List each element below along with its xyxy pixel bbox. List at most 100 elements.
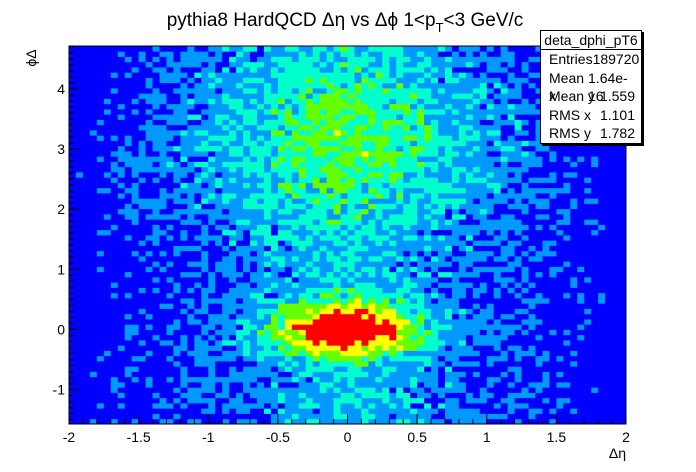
heatmap-cell [486,418,495,425]
heatmap-cell [110,329,119,336]
heatmap-cell [431,350,439,357]
heatmap-cell [326,324,334,330]
heatmap-cell [173,124,181,131]
heatmap-cell [486,235,495,241]
heatmap-cell [472,355,481,362]
heatmap-cell [319,177,328,183]
heatmap-cell [75,109,84,115]
heatmap-cell [166,324,174,330]
heatmap-cell [361,350,369,357]
heatmap-cell [187,287,195,294]
heatmap-cell [291,392,300,399]
heatmap-cell [507,313,515,320]
heatmap-cell [236,350,244,357]
heatmap-cell [458,376,467,383]
heatmap-cell [124,303,133,309]
heatmap-cell [535,119,543,126]
heatmap-cell [222,345,230,351]
heatmap-cell [542,392,550,399]
heatmap-cell [354,198,362,204]
heatmap-cell [368,250,376,257]
heatmap-cell [396,198,404,204]
heatmap-cell [291,250,300,257]
heatmap-cell [500,308,509,315]
heatmap-cell [124,46,133,52]
heatmap-cell [291,177,300,183]
heatmap-cell [521,355,529,362]
heatmap-cell [305,151,314,157]
heatmap-cell [159,313,167,320]
heatmap-cell [243,250,251,257]
heatmap-cell [89,172,98,178]
heatmap-cell [368,61,376,68]
heatmap-cell [110,324,119,330]
heatmap-cell [361,93,369,99]
heatmap-cell [514,345,522,351]
heatmap-cell [458,67,467,73]
heatmap-cell [110,350,119,357]
heatmap-cell [368,56,376,63]
heatmap-cell [173,334,181,341]
heatmap-cell [347,103,355,110]
heatmap-cell [507,418,515,425]
heatmap-cell [500,56,509,63]
heatmap-cell [514,287,522,294]
heatmap-cell [82,166,91,173]
heatmap-cell [319,340,328,346]
heatmap-cell [500,298,509,304]
heatmap-cell [263,203,272,210]
heatmap-cell [528,250,536,257]
heatmap-cell [486,172,495,178]
heatmap-cell [270,67,279,73]
heatmap-cell [493,308,502,315]
heatmap-cell [382,109,390,115]
heatmap-cell [201,340,209,346]
heatmap-cell [451,376,460,383]
heatmap-cell [424,355,432,362]
heatmap-cell [368,208,376,215]
heatmap-cell [291,303,300,309]
heatmap-cell [250,408,258,414]
heatmap-cell [194,214,202,220]
heatmap-cell [438,135,446,141]
heatmap-cell [270,261,279,267]
heatmap-cell [284,193,293,199]
heatmap-cell [451,166,460,173]
heatmap-cell [354,298,362,304]
heatmap-cell [89,140,98,147]
heatmap-cell [256,219,265,225]
heatmap-cell [542,403,550,409]
heatmap-cell [417,261,425,267]
heatmap-cell [201,124,209,131]
heatmap-cell [69,46,77,52]
heatmap-cell [493,172,502,178]
heatmap-cell [431,298,439,304]
heatmap-cell [368,193,376,199]
heatmap-cell [270,282,279,288]
heatmap-cell [431,266,439,273]
heatmap-cell [215,182,223,189]
heatmap-cell [215,72,223,78]
heatmap-cell [326,413,334,420]
heatmap-cell [166,72,174,78]
heatmap-cell [479,224,488,231]
heatmap-cell [410,392,418,399]
heatmap-cell [110,193,119,199]
heatmap-cell [124,361,133,367]
heatmap-cell [110,177,119,183]
heatmap-cell [361,72,369,78]
heatmap-cell [187,413,195,420]
heatmap-cell [507,340,515,346]
heatmap-cell [194,245,202,252]
heatmap-cell [243,376,251,383]
heatmap-cell [166,114,174,120]
heatmap-cell [256,256,265,262]
heatmap-cell [375,166,383,173]
heatmap-cell [96,172,105,178]
heatmap-cell [396,82,404,89]
heatmap-cell [458,124,467,131]
heatmap-cell [229,130,237,136]
heatmap-cell [103,308,112,315]
heatmap-cell [201,156,209,162]
heatmap-cell [403,208,411,215]
